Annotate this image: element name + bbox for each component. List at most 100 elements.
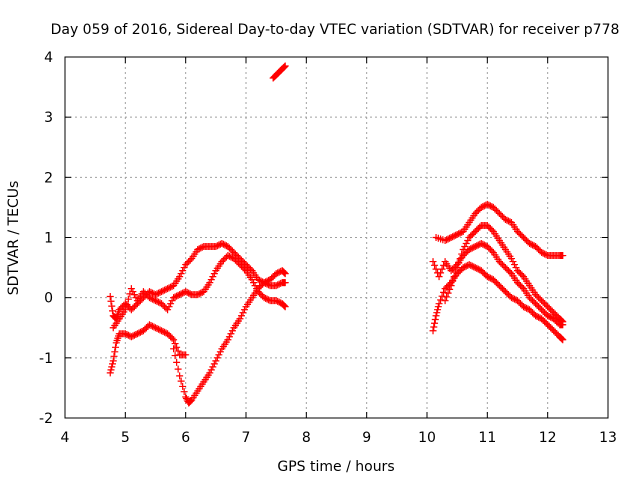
data-point (431, 315, 439, 323)
data-point (213, 242, 221, 250)
series-track-i (441, 221, 567, 326)
data-point (514, 227, 521, 235)
data-point (453, 230, 461, 238)
data-point (429, 327, 437, 335)
ticks (64, 56, 609, 419)
data-point (453, 264, 461, 272)
data-point (462, 249, 470, 257)
data-point (462, 262, 470, 270)
data-point (501, 288, 509, 296)
series-track-b (106, 240, 289, 323)
data-point (176, 273, 184, 281)
data-point (443, 236, 451, 244)
data-point (164, 285, 172, 293)
data-point (239, 264, 247, 272)
data-point (124, 331, 132, 339)
data-point (514, 267, 521, 275)
data-point (533, 292, 541, 300)
data-point (435, 273, 443, 281)
data-point (127, 306, 135, 314)
data-point (551, 310, 559, 318)
data-point (141, 325, 149, 333)
data-point (236, 255, 244, 263)
data-point (507, 255, 515, 263)
data-point (532, 243, 540, 251)
data-point (266, 276, 274, 284)
data-point (558, 335, 566, 343)
data-point (550, 309, 558, 317)
data-point (262, 278, 270, 286)
data-point (458, 250, 466, 258)
data-point (473, 242, 481, 250)
data-point (197, 244, 205, 252)
data-point (236, 315, 244, 323)
data-point (526, 294, 534, 302)
data-point (437, 296, 445, 304)
data-point (535, 313, 543, 321)
data-point (218, 258, 226, 266)
data-point (260, 279, 268, 287)
data-point (212, 243, 220, 251)
data-point (498, 285, 506, 293)
y-tick-label: -2 (39, 411, 53, 427)
data-point (262, 294, 270, 302)
data-point (237, 312, 245, 320)
data-point (147, 288, 155, 296)
x-tick-label: 11 (478, 430, 496, 446)
data-point (225, 252, 233, 260)
data-point (173, 343, 181, 351)
data-point (476, 223, 484, 231)
data-point (437, 269, 445, 277)
data-point (467, 245, 475, 253)
data-point (547, 313, 555, 321)
data-point (168, 334, 176, 342)
data-point (541, 318, 549, 326)
data-point (465, 234, 473, 241)
data-point (430, 323, 438, 331)
data-point (509, 258, 517, 266)
data-point (180, 264, 188, 272)
data-point (108, 363, 116, 371)
data-point (216, 348, 224, 356)
data-point (130, 303, 138, 311)
data-point (132, 301, 140, 309)
data-point (256, 276, 264, 284)
data-point (257, 291, 265, 299)
data-point (254, 276, 262, 284)
data-point (489, 276, 497, 284)
series-track-e (269, 62, 289, 82)
data-point (434, 306, 442, 314)
data-point (127, 333, 135, 341)
data-point (147, 321, 155, 329)
data-point (506, 218, 514, 226)
data-point (123, 300, 131, 308)
data-point (459, 264, 467, 272)
data-point (210, 360, 218, 368)
data-point (179, 382, 187, 390)
data-point (514, 297, 521, 305)
data-point (435, 300, 443, 308)
data-point (245, 264, 253, 272)
data-point (272, 297, 280, 305)
data-point (541, 300, 549, 308)
data-marks (106, 62, 567, 407)
data-point (440, 261, 448, 269)
y-axis-label: SDTVAR / TECUs (6, 181, 22, 296)
data-point (532, 312, 540, 320)
data-point (117, 304, 125, 312)
data-point (153, 297, 161, 305)
data-point (209, 363, 217, 371)
data-point (515, 280, 523, 288)
chart-title: Day 059 of 2016, Sidereal Day-to-day VTE… (51, 22, 620, 38)
data-point (527, 307, 535, 315)
data-point (165, 331, 173, 339)
data-point (176, 372, 184, 380)
data-point (195, 245, 203, 253)
data-point (503, 289, 511, 297)
data-point (429, 258, 437, 266)
data-point (186, 397, 194, 405)
x-tick-label: 4 (61, 430, 70, 446)
series-track-d (170, 267, 289, 407)
data-point (545, 304, 553, 312)
data-point (497, 259, 505, 267)
